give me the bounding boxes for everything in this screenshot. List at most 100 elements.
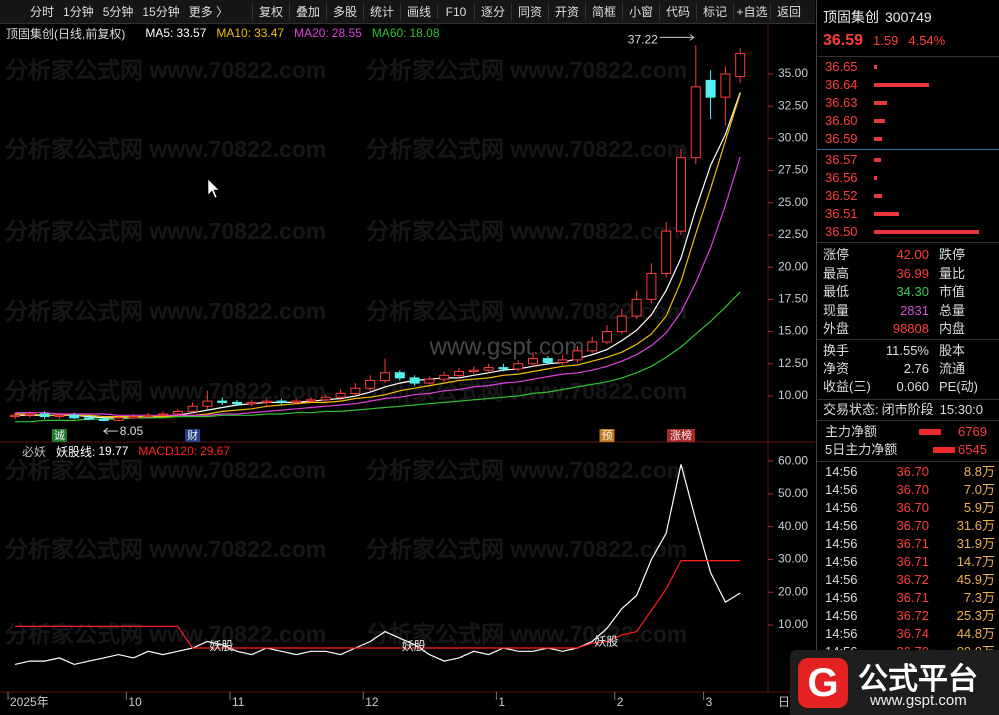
tool-button[interactable]: F10 xyxy=(437,4,474,19)
legend-value: 18.08 xyxy=(409,26,440,40)
event-label: 涨榜 xyxy=(670,428,692,442)
tool-button[interactable]: 返回 xyxy=(770,3,807,20)
stat-value: 34.30 xyxy=(896,284,929,299)
tool-button[interactable]: 代码 xyxy=(659,3,696,20)
quote-header: 顶固集创 300749 xyxy=(823,7,932,27)
trade-volume: 44.8万 xyxy=(956,626,995,641)
stat-row: 换手 11.55% 股本 xyxy=(817,342,999,360)
stat-row: 净资 2.76 流通 xyxy=(817,360,999,378)
chart-title: 顶固集创(日线,前复权) xyxy=(6,26,126,41)
candle-body xyxy=(409,377,420,384)
tool-button[interactable]: +自选 xyxy=(733,3,770,20)
divider xyxy=(817,149,999,150)
y-tick-label: 27.50 xyxy=(778,163,808,177)
trade-volume: 31.9万 xyxy=(956,536,995,551)
trade-price: 36.70 xyxy=(896,500,929,515)
period-tab[interactable]: 1分钟 xyxy=(63,5,94,19)
stock-name: 顶固集创 xyxy=(823,9,879,25)
stat-row: 涨停 42.00 跌停 xyxy=(817,246,999,264)
candle-body xyxy=(24,413,35,416)
trade-volume: 14.7万 xyxy=(956,554,995,569)
book-row: 36.51 xyxy=(817,205,999,223)
y-tick-label: 30.00 xyxy=(778,131,808,145)
stat-value: 98808 xyxy=(892,321,929,336)
tool-button[interactable]: 标记 xyxy=(696,3,733,20)
trade-time: 14:56 xyxy=(825,626,858,641)
stat-label: 内盘 xyxy=(939,321,966,336)
trade-volume: 8.8万 xyxy=(963,464,995,479)
tool-button[interactable]: 多股 xyxy=(326,3,363,20)
period-tab[interactable]: 分时 xyxy=(30,5,55,19)
book-price: 36.57 xyxy=(825,152,858,167)
toolbar: 分时 1分钟 5分钟 15分钟 更多 〉 复权 叠加 多股 统计 画线 F10 逐分 同资 开资 简框 小窗… xyxy=(0,0,815,24)
candle-body xyxy=(528,358,538,365)
tool-button[interactable]: 小窗 xyxy=(622,3,659,20)
x-tick-label: 12 xyxy=(365,695,379,709)
candle-body xyxy=(616,315,627,333)
book-price: 36.60 xyxy=(825,113,858,128)
trade-price: 36.70 xyxy=(896,518,929,533)
period-tab[interactable]: 5分钟 xyxy=(102,5,134,19)
y-tick-label: 20.00 xyxy=(778,584,808,598)
x-tick-label: 11 xyxy=(232,695,245,709)
book-row: 36.60 xyxy=(817,112,999,130)
candle-body xyxy=(187,405,198,412)
fund-bar xyxy=(933,447,955,453)
trade-time: 14:56 xyxy=(825,464,858,479)
book-volume-bar xyxy=(874,158,881,162)
tool-button[interactable]: 简框 xyxy=(585,3,622,20)
stat-label: 量比 xyxy=(939,265,966,281)
tool-buttons: 复权 叠加 多股 统计 画线 F10 逐分 同资 开资 简框 小窗 代码 标记 +自选 返回 xyxy=(252,0,807,23)
legend-name: MA60: xyxy=(371,26,407,40)
candle-body xyxy=(498,367,509,370)
trade-time: 14:56 xyxy=(825,536,858,551)
book-volume-bar xyxy=(874,137,882,141)
tool-button[interactable]: 统计 xyxy=(363,3,400,20)
watermark: 分析家公式网 www.70822.com xyxy=(5,378,326,404)
tool-button[interactable]: 复权 xyxy=(252,3,289,20)
watermark: 分析家公式网 www.70822.com xyxy=(5,457,326,483)
candle-body xyxy=(128,416,139,419)
book-volume-bar xyxy=(874,230,979,234)
tool-button[interactable]: 同资 xyxy=(511,3,548,20)
signal-label: 妖股 xyxy=(209,639,233,653)
book-price: 36.50 xyxy=(825,224,858,239)
book-volume-bar xyxy=(874,176,877,180)
watermark: 分析家公式网 www.70822.com xyxy=(5,218,326,244)
stat-label: 涨停 xyxy=(823,247,850,262)
watermark: 分析家公式网 www.70822.com xyxy=(366,57,687,83)
indicator-title: 必妖 xyxy=(22,444,47,459)
x-tick-label: 2 xyxy=(617,695,624,709)
price-row: 36.59 1.59 4.54% xyxy=(823,32,945,50)
stat-value: 36.99 xyxy=(896,265,929,281)
x-tick-label: 1 xyxy=(498,695,505,709)
tool-button[interactable]: 开资 xyxy=(548,3,585,20)
tool-button[interactable]: 逐分 xyxy=(474,3,511,20)
trade-row: 14:56 36.70 5.9万 xyxy=(817,499,999,517)
price-change-pct: 4.54% xyxy=(908,33,946,48)
trade-row: 14:56 36.72 45.9万 xyxy=(817,571,999,589)
watermark: 分析家公式网 www.70822.com xyxy=(366,218,687,244)
trade-row: 14:56 36.71 31.9万 xyxy=(817,535,999,553)
candle-body xyxy=(246,401,257,405)
candle-body xyxy=(631,298,642,317)
candle-body xyxy=(261,400,272,403)
tool-button[interactable]: 叠加 xyxy=(289,3,326,20)
candle-body xyxy=(439,374,450,380)
trade-time: 14:56 xyxy=(825,608,858,623)
period-tab[interactable]: 15分钟 xyxy=(142,5,180,19)
stat-row: 收益(三) 0.060 PE(动) xyxy=(817,378,999,396)
tool-button[interactable]: 画线 xyxy=(400,3,437,20)
divider xyxy=(817,399,999,400)
trade-price: 36.71 xyxy=(896,536,929,551)
stat-label: 净资 xyxy=(823,361,850,376)
chart-area: 分析家公式网 www.70822.com 分析家公式网 www.70822.com… xyxy=(0,24,815,709)
book-row: 36.56 xyxy=(817,169,999,187)
book-price: 36.64 xyxy=(825,77,858,92)
candle-body xyxy=(380,372,390,381)
trade-volume: 25.3万 xyxy=(956,608,995,623)
candle-body xyxy=(602,331,612,343)
period-tab[interactable]: 更多 〉 xyxy=(188,5,229,19)
watermark: 分析家公式网 www.70822.com xyxy=(5,621,326,647)
